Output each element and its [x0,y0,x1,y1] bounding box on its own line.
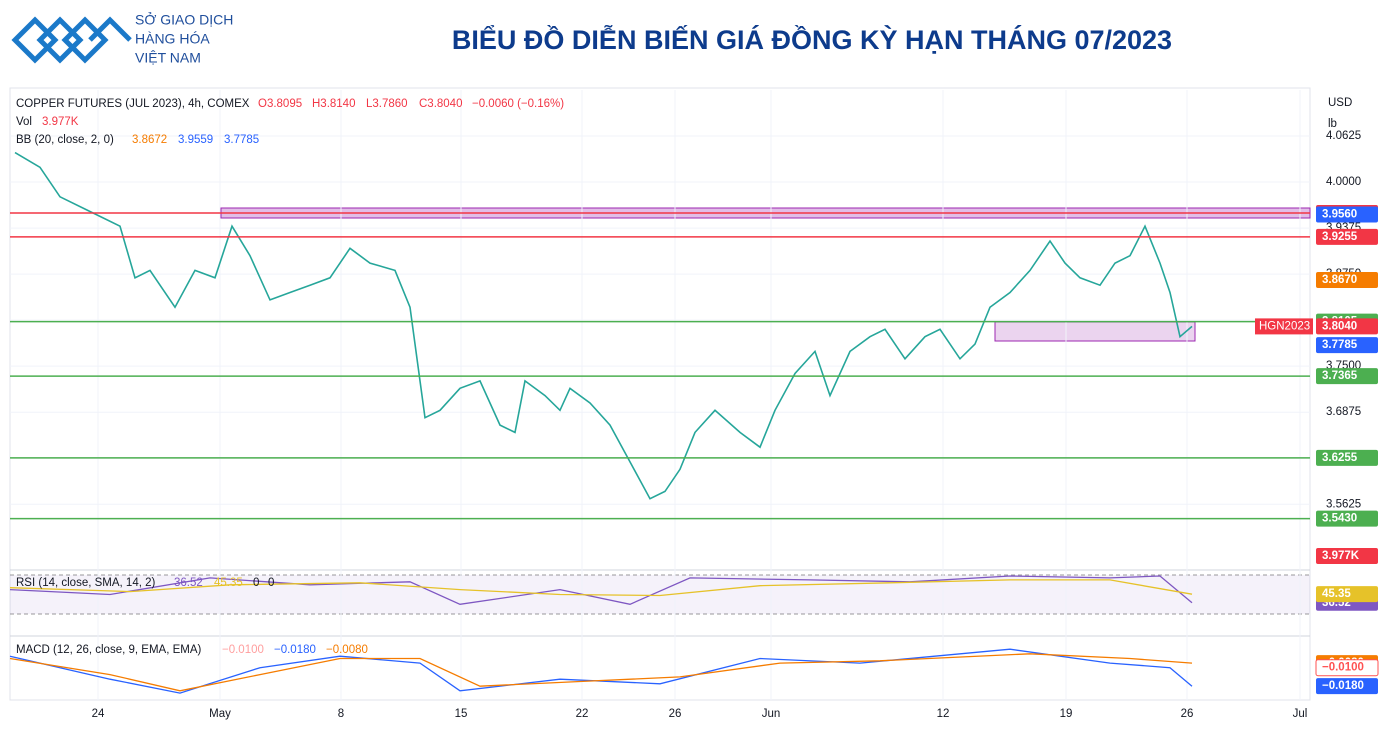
price-label: 3.8040 [1322,320,1357,332]
legend-bb: BB (20, close, 2, 0) [16,134,114,146]
volume-label: 3.977K [1322,550,1360,562]
legend-vol: Vol [16,116,32,128]
rsi-label: 45.35 [1322,588,1351,600]
price-label: 3.8670 [1322,274,1357,286]
macd-box [1316,678,1378,695]
legend-symbol: COPPER FUTURES (JUL 2023), 4h, COMEX [16,98,250,110]
x-tick-label: 24 [92,708,105,720]
legend-vol-value: 3.977K [42,116,79,128]
y-tick-label: 4.0000 [1326,176,1361,188]
price-label-box [1316,337,1378,354]
x-tick-label: 22 [576,708,589,720]
chart-frame [9,87,1311,701]
rsi-extra: 0 [268,577,274,589]
org-line: VIỆT NAM [135,50,201,66]
ticker: HGN2023 [1259,320,1310,332]
rsi-line [9,575,1193,605]
price-label: 3.5430 [1322,513,1357,525]
legend-h: H3.8140 [312,98,355,110]
rsi-legend: 45.35 [214,577,243,589]
macd-title: MACD (12, 26, close, 9, EMA, EMA) [16,644,202,656]
macd-label: −0.0100 [1322,662,1364,674]
rsi-line [9,579,1193,597]
price-line [14,151,1193,500]
x-tick-label: 26 [1181,708,1194,720]
x-tick-label: 26 [669,708,682,720]
legend-l: L3.7860 [366,98,408,110]
y-tick-label: 3.6875 [1326,406,1361,418]
macd-legend: −0.0180 [274,644,316,656]
x-tick-label: 15 [455,708,468,720]
macd-legend: −0.0100 [222,644,264,656]
legend-bb-value: 3.9559 [178,134,213,146]
rsi-extra: 0 [253,577,259,589]
macd-line [9,648,1193,694]
volume-box [1316,548,1378,564]
rsi-legend: 36.52 [174,577,203,589]
logo [11,16,132,64]
x-tick-label: 12 [937,708,950,720]
legend-bb-value: 3.7785 [224,134,259,146]
legend-bb-value: 3.8672 [132,134,167,146]
price-label: 3.6255 [1322,452,1358,464]
price-label-box [1316,510,1378,527]
x-tick-label: Jun [762,708,781,720]
currency: USD [1328,97,1352,109]
legend-c: C3.8040 [419,98,462,110]
rsi-box [1316,586,1378,603]
org-line: HÀNG HÓA [135,31,210,47]
price-label-box [1316,272,1378,288]
plot: 24 May 8 15 22 26 Jun 12 19 26 Jul4.06254.00003.93… [9,90,1379,720]
price-label-box [1316,318,1378,335]
macd-legend: −0.0080 [326,644,368,656]
org-line: SỞ GIAO DỊCH [135,11,233,28]
x-tick-label: 19 [1060,708,1073,720]
price-label-box [1316,449,1378,466]
unit: lb [1328,118,1337,130]
x-tick-label: Jul [1293,708,1308,720]
price-label-box [1316,206,1378,223]
macd-box [1315,659,1379,677]
price-label: 3.9560 [1322,208,1357,220]
x-tick-label: 8 [338,708,344,720]
price-label: 3.7365 [1322,370,1358,382]
title: BIỂU ĐỒ DIỄN BIẾN GIÁ ĐỒNG KỲ HẠN THÁNG … [452,24,1172,55]
rsi-title: RSI (14, close, SMA, 14, 2) [16,577,156,589]
macd-label: −0.0180 [1322,680,1364,692]
price-label-box [1316,228,1378,245]
ticker-box [1255,318,1313,335]
price-label: 3.9255 [1322,231,1358,243]
y-tick-label: 3.5625 [1326,498,1361,510]
price-label-box [1316,368,1378,385]
x-tick-label: May [209,708,231,720]
legend-change: −0.0060 (−0.16%) [472,98,564,110]
price-label: 3.7785 [1322,339,1358,351]
zone [994,321,1196,342]
rsi-bg [10,575,1310,614]
macd-line [9,653,1193,692]
legend-o: O3.8095 [258,98,302,110]
y-tick-label: 4.0625 [1326,130,1361,142]
